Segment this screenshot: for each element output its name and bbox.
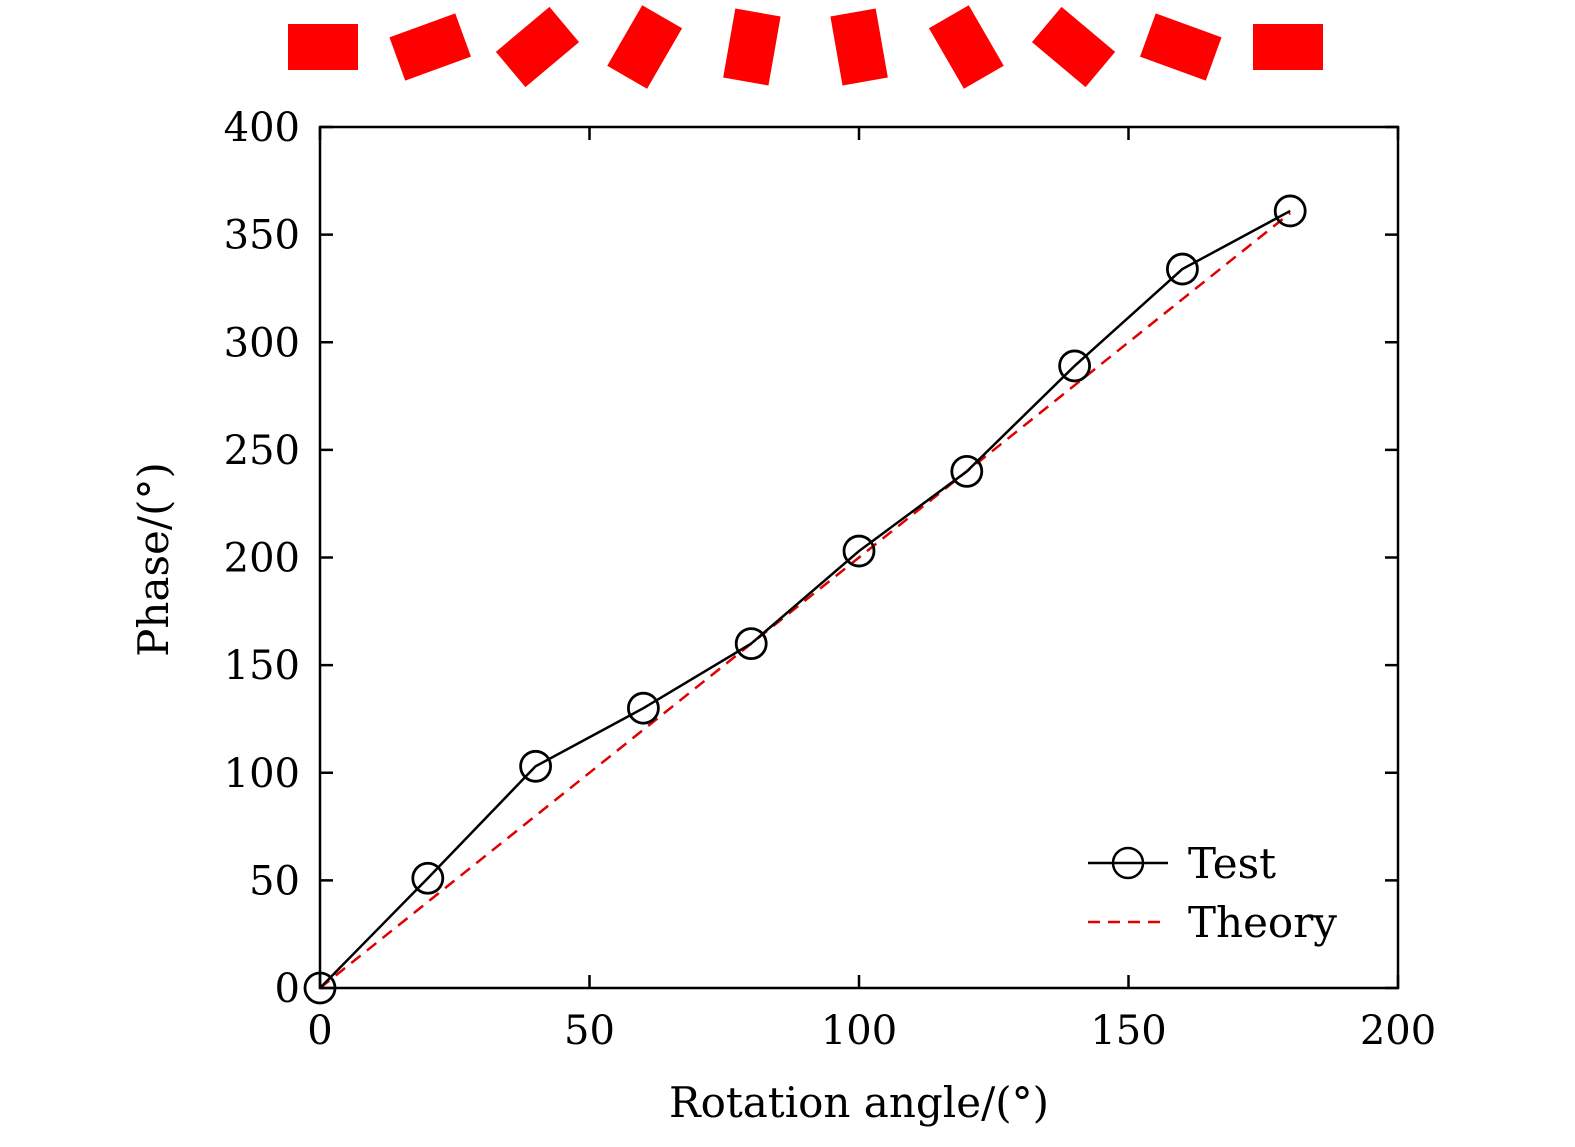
y-tick-label: 350 — [224, 213, 300, 259]
rotated-element — [1253, 24, 1323, 70]
x-axis-title: Rotation angle/(°) — [669, 1078, 1049, 1127]
legend: Test Theory — [1088, 839, 1337, 947]
rotated-element — [495, 6, 580, 88]
test-line — [319, 209, 1291, 989]
y-tick-label: 300 — [224, 320, 300, 366]
test-point — [303, 971, 337, 1005]
test-point — [1058, 349, 1091, 383]
legend-theory-label: Theory — [1188, 898, 1337, 947]
rotated-element — [1031, 6, 1116, 88]
y-axis-title: Phase/(°) — [129, 462, 178, 657]
x-tick-label: 150 — [1090, 1008, 1166, 1054]
theory-line — [319, 212, 1291, 989]
rotated-element — [1140, 13, 1222, 81]
y-tick-label: 50 — [249, 858, 300, 904]
x-tick-label: 50 — [564, 1008, 615, 1054]
test-point — [734, 627, 768, 660]
test-point — [411, 861, 445, 895]
y-tick-label: 100 — [224, 751, 300, 797]
test-point — [519, 749, 552, 783]
y-tick-label: 200 — [224, 536, 300, 582]
y-tick-label: 0 — [275, 966, 300, 1012]
y-tick-label: 250 — [224, 428, 300, 474]
axis-ticks: 0 50 100 150 200 0 50 100 150 200 250 300 350 400 — [224, 105, 1437, 1054]
test-point — [842, 534, 876, 568]
test-series — [303, 194, 1307, 1005]
test-point — [1273, 194, 1307, 228]
rotated-element — [830, 8, 888, 86]
test-point — [950, 454, 984, 488]
y-tick-label: 150 — [224, 643, 300, 689]
rotated-elements-row — [288, 5, 1323, 89]
rotated-element — [723, 8, 781, 86]
legend-test-marker — [1111, 846, 1145, 880]
x-tick-label: 0 — [307, 1008, 332, 1054]
rotated-element — [288, 24, 358, 70]
rotated-element — [607, 5, 683, 89]
y-tick-label: 400 — [224, 105, 300, 151]
rotated-element — [928, 5, 1004, 89]
x-tick-label: 100 — [821, 1008, 897, 1054]
test-point — [627, 691, 660, 725]
x-tick-label: 200 — [1360, 1008, 1436, 1054]
legend-test-label: Test — [1188, 839, 1276, 888]
test-point — [1166, 252, 1199, 286]
rotated-element — [389, 13, 471, 81]
theory-series — [319, 212, 1291, 989]
